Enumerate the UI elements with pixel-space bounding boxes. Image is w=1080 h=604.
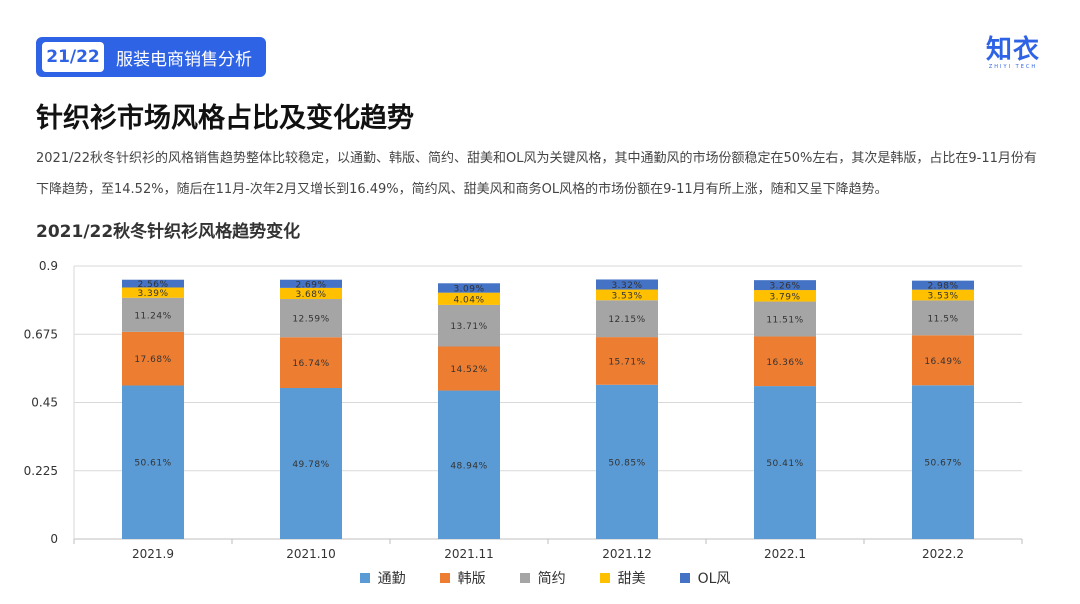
bar-segment xyxy=(438,346,500,391)
legend-swatch xyxy=(439,573,450,583)
bar-segment xyxy=(280,287,342,300)
y-tick-label: 0 xyxy=(50,532,58,546)
data-label: 15.71% xyxy=(608,357,645,367)
data-label: 3.68% xyxy=(295,290,326,300)
logo-text: 知衣 xyxy=(985,35,1040,65)
data-label: 13.71% xyxy=(450,322,487,332)
bar-segment xyxy=(122,297,184,332)
data-label: 16.49% xyxy=(924,357,961,367)
bar-segment xyxy=(438,283,500,293)
bar-segment xyxy=(122,287,184,298)
data-label: 12.59% xyxy=(292,315,329,325)
data-label: 3.09% xyxy=(453,284,484,294)
brand-logo: 知衣 ZHIYI TECH xyxy=(986,36,1040,70)
bar-segment xyxy=(596,384,658,539)
bar-segment xyxy=(438,390,500,539)
legend-item: 甜美 xyxy=(599,568,646,588)
chart-legend: 通勤 韩版 简约 甜美 OL风 xyxy=(0,568,1080,588)
legend-label: 韩版 xyxy=(457,571,486,587)
bar-segment xyxy=(912,289,974,301)
x-tick-label: 2021.11 xyxy=(444,547,494,561)
bar-segment xyxy=(912,385,974,539)
legend-label: 简约 xyxy=(537,571,566,587)
legend-item: OL风 xyxy=(679,568,731,588)
data-label: 2.98% xyxy=(927,282,958,292)
data-label: 50.67% xyxy=(924,459,961,469)
x-tick-label: 2022.2 xyxy=(922,547,964,561)
bar-segment xyxy=(438,292,500,305)
bar-segment xyxy=(754,290,816,302)
data-label: 50.85% xyxy=(608,458,645,468)
data-label: 2.69% xyxy=(295,280,326,290)
y-tick-label: 0.9 xyxy=(39,259,58,273)
page-title: 针织衫市场风格占比及变化趋势 xyxy=(36,103,414,134)
data-label: 11.5% xyxy=(927,314,958,324)
data-label: 50.61% xyxy=(134,459,171,469)
data-label: 4.04% xyxy=(453,295,484,305)
report-number: 21/22 xyxy=(42,42,104,72)
legend-item: 简约 xyxy=(519,568,566,588)
y-tick-label: 0.45 xyxy=(31,396,58,410)
bar-segment xyxy=(596,337,658,385)
bar-segment xyxy=(754,336,816,387)
y-tick-label: 0.225 xyxy=(24,464,58,478)
data-label: 14.52% xyxy=(450,365,487,375)
bar-segment xyxy=(280,388,342,539)
x-tick-label: 2021.9 xyxy=(132,547,174,561)
data-label: 3.53% xyxy=(927,292,958,302)
legend-label: 甜美 xyxy=(617,571,646,587)
data-label: 3.26% xyxy=(769,282,800,292)
legend-swatch xyxy=(519,573,530,583)
legend-item: 通勤 xyxy=(359,568,406,588)
page-description: 2021/22秋冬针织衫的风格销售趋势整体比较稳定，以通勤、韩版、简约、甜美和O… xyxy=(36,151,1037,197)
bar-segment xyxy=(754,301,816,337)
bar-segment xyxy=(438,304,500,347)
data-label: 48.94% xyxy=(450,461,487,471)
logo-subtext: ZHIYI TECH xyxy=(988,64,1038,70)
bar-segment xyxy=(912,335,974,386)
data-label: 16.74% xyxy=(292,359,329,369)
legend-swatch xyxy=(599,573,610,583)
bar-segment xyxy=(596,279,658,290)
data-label: 12.15% xyxy=(608,315,645,325)
legend-swatch xyxy=(359,573,370,583)
bar-segment xyxy=(122,279,184,288)
data-label: 50.41% xyxy=(766,459,803,469)
bar-segment xyxy=(280,337,342,389)
data-label: 2.56% xyxy=(137,280,168,290)
report-title: 服装电商销售分析 xyxy=(116,49,252,70)
data-label: 16.36% xyxy=(766,358,803,368)
data-label: 11.24% xyxy=(134,311,171,321)
x-tick-label: 2021.12 xyxy=(602,547,652,561)
x-tick-label: 2021.10 xyxy=(286,547,336,561)
bar-segment xyxy=(596,300,658,338)
bar-segment xyxy=(280,299,342,338)
x-tick-label: 2022.1 xyxy=(764,547,806,561)
data-label: 11.51% xyxy=(766,316,803,326)
chart-title: 2021/22秋冬针织衫风格趋势变化 xyxy=(36,222,301,242)
data-label: 17.68% xyxy=(134,355,171,365)
data-label: 3.53% xyxy=(611,291,642,301)
legend-swatch xyxy=(679,573,690,583)
bar-segment xyxy=(754,280,816,291)
data-label: 3.79% xyxy=(769,292,800,302)
bar-segment xyxy=(912,280,974,290)
bar-segment xyxy=(596,289,658,301)
bar-segment xyxy=(280,279,342,288)
header-badge: 21/22 服装电商销售分析 xyxy=(36,37,266,77)
bar-segment xyxy=(122,331,184,386)
bar-segment xyxy=(912,300,974,336)
data-label: 3.39% xyxy=(137,289,168,299)
data-label: 3.32% xyxy=(611,281,642,291)
legend-label: OL风 xyxy=(697,571,731,587)
y-tick-label: 0.675 xyxy=(24,327,58,341)
legend-item: 韩版 xyxy=(439,568,486,588)
bar-segment xyxy=(754,386,816,539)
legend-label: 通勤 xyxy=(377,571,406,587)
bar-segment xyxy=(122,385,184,539)
stacked-bar-chart: 0 0.225 0.45 0.675 0.9 50.61% 17.68% 11.24% 3.39… xyxy=(24,259,1023,561)
data-label: 49.78% xyxy=(292,460,329,470)
